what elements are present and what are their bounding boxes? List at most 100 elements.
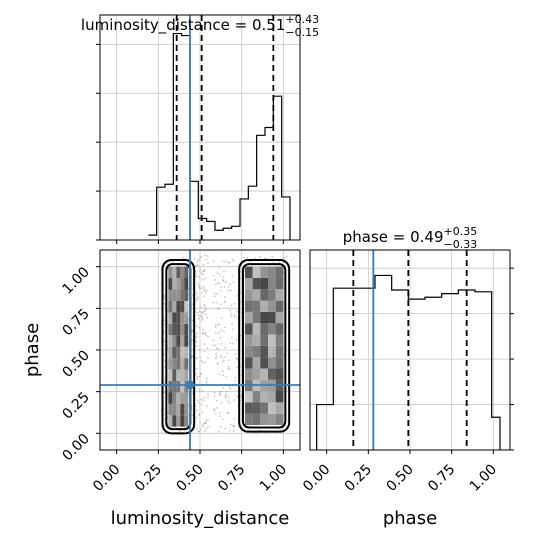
scatter-point [240,291,243,294]
scatter-point [204,430,206,433]
density-cell [176,380,181,393]
scatter-point [200,359,203,362]
scatter-point [207,395,209,398]
scatter-point [223,286,226,289]
scatter-point [214,326,217,328]
scatter-point [201,291,203,294]
hist1-title-sup: +0.43 [285,13,319,26]
density-cell [172,369,177,381]
scatter-point [228,401,231,404]
hist2-xtick-label-4: 1.00 [467,462,500,495]
scatter-ytick-label-2: 0.50 [59,348,92,381]
scatter-point [202,270,204,273]
density-cell [260,277,268,290]
scatter-point [199,287,201,290]
scatter-point [218,331,221,334]
hist2-bin [358,288,366,450]
scatter-point [197,430,200,433]
scatter-point [213,395,216,398]
scatter-point [203,289,206,292]
density-cell [168,346,173,359]
hist2-bin [483,292,491,450]
density-cell [172,312,177,324]
scatter-point [224,296,226,299]
density-cell [176,392,181,404]
scatter-point [227,359,230,362]
scatter-point [199,356,201,359]
scatter-point [236,310,238,313]
scatter-point [214,292,216,295]
density-cell [252,266,261,278]
scatter-point [234,376,237,379]
hist1-bin [182,36,190,240]
scatter-point [203,268,206,271]
hist2-bin [383,275,391,450]
scatter-point [204,361,207,364]
hist1-title-base: luminosity_distance = 0.51 [81,16,285,35]
density-cell [180,278,185,290]
scatter-point [216,272,219,275]
scatter-point [191,319,194,322]
density-cell [268,277,276,290]
hist2-bin [433,297,441,450]
scatter-point [225,393,228,396]
scatter-point [205,427,208,430]
hist2-bin [475,292,483,450]
scatter-point [194,337,197,340]
scatter-point [196,311,199,314]
density-cell [275,300,284,312]
scatter-point [207,425,209,428]
scatter-point [164,432,167,434]
scatter-point [203,396,206,399]
scatter-point [202,399,205,402]
scatter-point [196,335,198,338]
scatter-point [199,428,202,431]
density-cell [168,380,173,393]
density-cell [260,300,268,312]
scatter-point [223,270,225,273]
hist2-bin [317,405,325,450]
hist2-bin [425,297,433,450]
density-cell [245,323,253,335]
scatter-point [197,284,200,287]
scatter-point [166,263,169,266]
scatter-point [214,412,217,415]
hist1-bin [215,230,223,240]
density-cell [252,413,261,425]
hist1-bin [190,181,198,240]
scatter-point [218,394,221,397]
density-cell [275,277,284,290]
density-cell [260,323,268,335]
hist2-bin [417,299,425,450]
hist1-bin [248,186,256,240]
scatter-point [204,277,207,280]
scatter-point [234,379,236,382]
scatter-point [219,336,222,339]
density-cell [268,266,276,278]
scatter-point [215,301,218,304]
scatter-point [184,430,187,432]
scatter-xtick-label-2: 0.50 [173,462,206,495]
density-cell [180,369,185,381]
density-cell [176,346,181,359]
scatter-point [220,317,223,320]
scatter-point [201,317,204,320]
density-cell [184,392,189,404]
scatter-point [230,315,233,318]
density-cell [172,415,177,427]
density-cell [168,358,173,370]
density-cell [245,266,253,278]
hist1-bin [232,226,240,240]
scatter-point [222,279,225,281]
density-cell [176,358,181,370]
scatter-point [225,390,228,393]
scatter-point [220,343,223,345]
density-cell [180,415,185,427]
density-cell [184,300,189,313]
density-cell [275,289,284,301]
scatter-point [233,399,236,401]
scatter-point [220,286,223,288]
scatter-point [200,256,203,258]
scatter-point [193,257,196,260]
density-cell [245,300,253,312]
